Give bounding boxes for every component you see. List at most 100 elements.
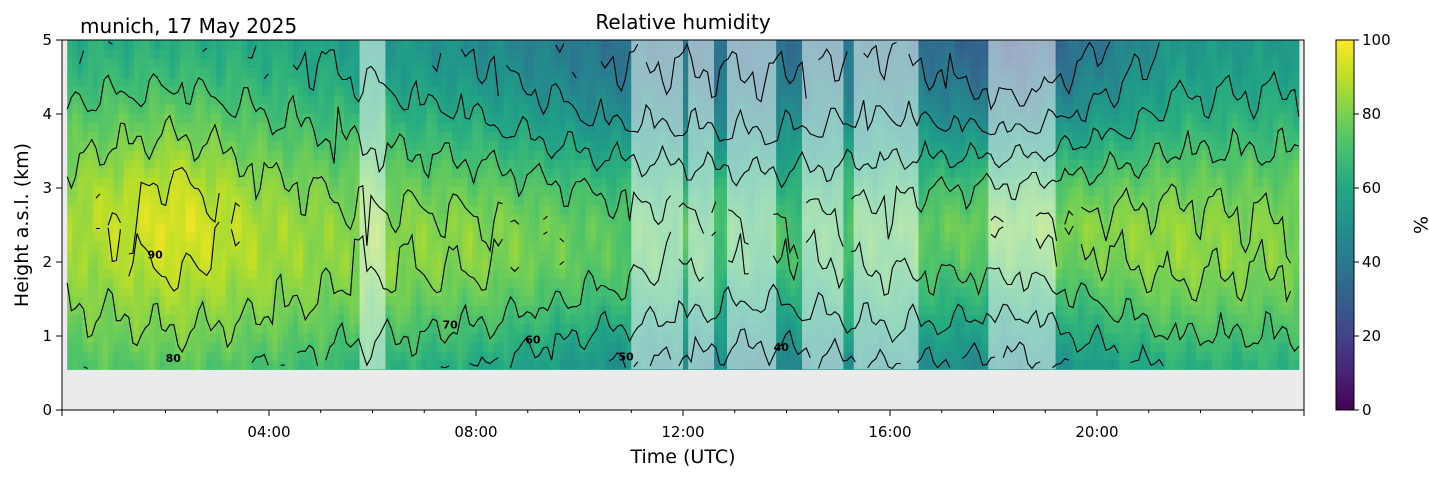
rh-cell <box>308 333 314 343</box>
rh-cell <box>544 168 550 178</box>
rh-cell <box>421 40 427 50</box>
rh-cell <box>195 131 201 141</box>
rh-cell <box>565 86 571 96</box>
rh-cell <box>550 196 556 206</box>
rh-cell <box>247 58 253 68</box>
rh-cell <box>601 77 607 87</box>
rh-cell <box>478 305 484 315</box>
rh-cell <box>252 67 258 77</box>
rh-cell <box>180 186 186 196</box>
rh-cell <box>555 113 561 123</box>
rh-cell <box>339 342 345 352</box>
rh-cell <box>524 95 530 105</box>
rh-cell <box>447 104 453 114</box>
rh-cell <box>570 223 576 233</box>
rh-cell <box>160 58 166 68</box>
rh-cell <box>585 104 591 114</box>
rh-cell <box>473 333 479 343</box>
rh-cell <box>262 223 268 233</box>
rh-cell <box>226 104 232 114</box>
rh-cell <box>385 232 391 242</box>
rh-cell <box>226 324 232 334</box>
rh-cell <box>478 333 484 343</box>
rh-cell <box>226 58 232 68</box>
rh-cell <box>108 269 114 279</box>
rh-cell <box>144 333 150 343</box>
rh-cell <box>262 40 268 50</box>
rh-cell <box>190 205 196 215</box>
rh-cell <box>432 241 438 251</box>
rh-cell <box>303 168 309 178</box>
rh-cell <box>288 287 294 297</box>
rh-cell <box>221 49 227 59</box>
rh-cell <box>154 324 160 334</box>
rh-cell <box>160 168 166 178</box>
rh-cell <box>478 177 484 187</box>
rh-cell <box>324 122 330 132</box>
rh-cell <box>473 122 479 132</box>
rh-cell <box>596 351 602 361</box>
rh-cell <box>319 205 325 215</box>
rh-cell <box>555 324 561 334</box>
rh-cell <box>396 333 402 343</box>
rh-cell <box>175 95 181 105</box>
rh-cell <box>390 67 396 77</box>
rh-cell <box>416 296 422 306</box>
rh-cell <box>334 77 340 87</box>
rh-cell <box>242 95 248 105</box>
rh-cell <box>339 305 345 315</box>
rh-cell <box>211 58 217 68</box>
rh-cell <box>519 95 525 105</box>
rh-cell <box>406 305 412 315</box>
rh-cell <box>719 241 725 251</box>
rh-cell <box>293 333 299 343</box>
rh-cell <box>432 86 438 96</box>
rh-cell <box>221 196 227 206</box>
rh-cell <box>396 159 402 169</box>
rh-cell <box>308 351 314 361</box>
rh-cell <box>88 232 94 242</box>
rh-cell <box>529 104 535 114</box>
rh-cell <box>93 269 99 279</box>
rh-cell <box>519 141 525 151</box>
rh-cell <box>467 305 473 315</box>
rh-cell <box>611 196 617 206</box>
rh-cell <box>129 168 135 178</box>
rh-cell <box>565 186 571 196</box>
rh-cell <box>442 141 448 151</box>
rh-cell <box>201 351 207 361</box>
rh-cell <box>118 168 124 178</box>
rh-cell <box>206 278 212 288</box>
rh-cell <box>503 360 509 370</box>
rh-cell <box>565 324 571 334</box>
rh-cell <box>190 333 196 343</box>
rh-cell <box>539 58 545 68</box>
rh-cell <box>93 333 99 343</box>
rh-cell <box>611 159 617 169</box>
rh-cell <box>226 260 232 270</box>
rh-cell <box>298 223 304 233</box>
rh-cell <box>421 287 427 297</box>
rh-cell <box>288 122 294 132</box>
rh-cell <box>237 122 243 132</box>
rh-cell <box>77 196 83 206</box>
rh-cell <box>154 214 160 224</box>
rh-cell <box>154 333 160 343</box>
rh-cell <box>293 260 299 270</box>
rh-cell <box>580 67 586 77</box>
rh-cell <box>242 269 248 279</box>
rh-cell <box>349 141 355 151</box>
rh-cell <box>442 287 448 297</box>
rh-cell <box>591 104 597 114</box>
rh-cell <box>560 278 566 288</box>
rh-cell <box>575 223 581 233</box>
rh-cell <box>149 324 155 334</box>
rh-cell <box>719 232 725 242</box>
rh-cell <box>483 250 489 260</box>
rh-cell <box>349 360 355 370</box>
rh-cell <box>555 104 561 114</box>
rh-cell <box>514 342 520 352</box>
rh-cell <box>118 360 124 370</box>
rh-cell <box>575 269 581 279</box>
rh-cell <box>550 104 556 114</box>
